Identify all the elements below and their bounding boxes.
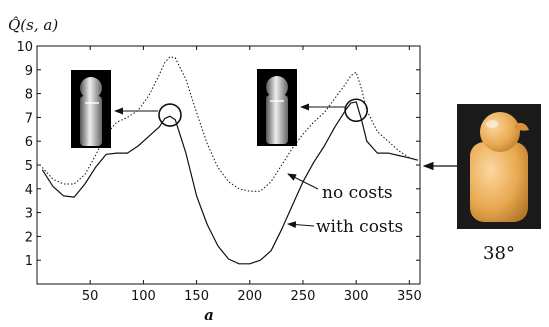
y-tick-label: 10	[16, 40, 33, 55]
series-line-with-costs	[41, 101, 419, 265]
x-tick-label: 150	[184, 289, 209, 304]
y-axis-ticks: 1 2 3 4 5 6 7 8 9 10	[16, 40, 420, 269]
y-tick-label: 6	[25, 135, 33, 150]
x-tick-label: 50	[82, 289, 99, 304]
y-tick-label: 5	[25, 159, 33, 174]
y-tick-label: 7	[25, 111, 33, 126]
x-tick-label: 300	[344, 289, 369, 304]
y-tick-label: 2	[25, 230, 33, 245]
annot-arrow-no-costs	[287, 173, 319, 190]
y-tick-label: 3	[25, 207, 33, 222]
peak-circle-marker	[344, 98, 368, 123]
peak-markers	[158, 98, 368, 127]
annot-arrow-with-costs	[287, 221, 315, 229]
side-photo	[457, 104, 541, 229]
inset-photo-right	[257, 69, 297, 146]
y-tick-label: 4	[25, 183, 33, 198]
y-tick-label: 9	[25, 64, 33, 79]
x-tick-label: 100	[131, 289, 156, 304]
peak-circle-marker	[158, 103, 182, 127]
x-axis-label: a	[204, 306, 214, 324]
y-tick-label: 8	[25, 88, 33, 103]
series-group	[41, 56, 419, 265]
x-tick-label: 250	[291, 289, 316, 304]
x-tick-label: 350	[397, 289, 422, 304]
inset-photo-left	[71, 70, 111, 148]
annot-no-costs: no costs	[322, 183, 393, 203]
x-tick-label: 200	[237, 289, 262, 304]
angle-caption: 38°	[483, 243, 515, 264]
y-tick-label: 1	[25, 254, 33, 269]
x-axis-ticks: 50 100 150 200 250 300 350	[82, 46, 422, 304]
series-line-no-costs	[41, 56, 419, 192]
y-axis-label: Q̂(s, a)	[8, 16, 58, 34]
annot-with-costs: with costs	[316, 217, 403, 237]
